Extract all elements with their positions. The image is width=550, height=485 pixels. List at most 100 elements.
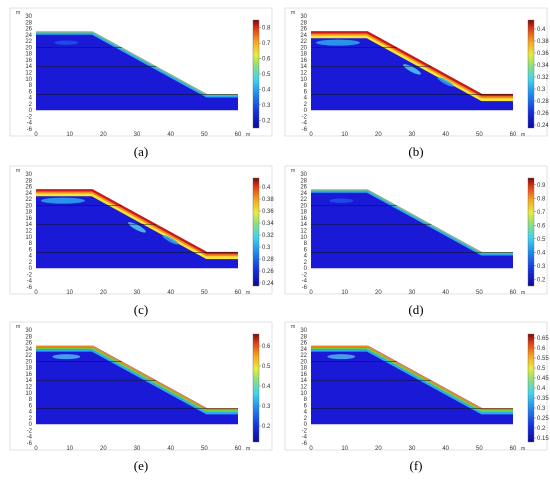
colorbar <box>252 333 260 443</box>
colorbar-tick-label: 0.4 <box>262 384 271 390</box>
slope-body <box>36 345 238 425</box>
x-tick-label: 20 <box>100 132 107 138</box>
y-tick-label: 8 <box>29 241 33 247</box>
colorbar-tick-label: 0.3 <box>262 404 271 410</box>
y-tick-label: 28 <box>25 178 32 184</box>
x-tick-label: 60 <box>510 446 517 452</box>
colorbar-tick-label: 0.5 <box>262 72 271 78</box>
y-tick-label: 20 <box>25 359 32 365</box>
y-tick-label: -2 <box>302 114 308 120</box>
colorbar-tick-label: 0.8 <box>537 196 546 202</box>
x-tick-label: 60 <box>235 132 242 138</box>
y-tick-label: 12 <box>300 385 307 391</box>
y-tick-label: 0 <box>304 108 308 114</box>
x-tick-label: 50 <box>476 290 483 296</box>
y-tick-label: 6 <box>304 247 308 253</box>
x-tick-label: 10 <box>66 290 73 296</box>
x-tick-label: 20 <box>375 446 382 452</box>
panel-caption: (d) <box>408 302 423 317</box>
y-tick-label: 6 <box>29 403 33 409</box>
colorbar-tick-label: 0.3 <box>262 245 271 251</box>
y-tick-label: -2 <box>27 428 33 434</box>
interior-patch <box>162 235 179 245</box>
y-tick-label: 6 <box>29 89 33 95</box>
y-tick-label: 16 <box>300 372 307 378</box>
y-tick-label: -4 <box>302 121 308 127</box>
y-tick-label: 20 <box>25 203 32 209</box>
colorbar-tick-label: 0.25 <box>537 416 549 422</box>
y-tick-label: 20 <box>300 203 307 209</box>
y-tick-label: -2 <box>302 272 308 278</box>
panel-caption: (f) <box>410 458 423 473</box>
colorbar-tick-label: 0.38 <box>537 39 549 45</box>
y-tick-label: 18 <box>25 52 32 58</box>
y-tick-label: 4 <box>29 96 33 102</box>
y-tick-label: 12 <box>300 71 307 77</box>
surface-band-red <box>311 31 513 97</box>
surface-band-green <box>36 347 238 412</box>
x-tick-label: 0 <box>34 290 38 296</box>
colorbar-tick-label: 0.28 <box>537 99 549 105</box>
y-tick-label: 10 <box>300 77 307 83</box>
panel-caption: (c) <box>134 302 148 317</box>
colorbar-tick-label: 0.4 <box>262 87 271 93</box>
colorbar-tick-label: 0.2 <box>537 277 546 283</box>
slope-body <box>311 189 513 269</box>
y-tick-label: 16 <box>25 216 32 222</box>
x-tick-label: 30 <box>409 446 416 452</box>
colorbar-tick-label: 0.4 <box>537 386 546 392</box>
colorbar-tick-label: 0.5 <box>262 364 271 370</box>
colorbar-tick-label: 0.36 <box>262 209 274 215</box>
colorbar-tick-label: 0.5 <box>537 237 546 243</box>
y-tick-label: -6 <box>27 127 33 133</box>
y-tick-label: -2 <box>302 428 308 434</box>
x-unit-label: m <box>521 132 525 138</box>
colorbar-tick-label: 0.15 <box>537 436 549 442</box>
slope-body <box>36 31 238 111</box>
y-tick-label: 28 <box>25 334 32 340</box>
colorbar-tick-label: 0.4 <box>537 27 546 33</box>
surface-band-blue <box>36 32 238 98</box>
x-tick-label: 50 <box>201 132 208 138</box>
surface-band-orange <box>311 345 513 410</box>
colorbar-tick-label: 0.2 <box>262 118 271 124</box>
y-tick-label: 22 <box>25 39 32 45</box>
surface-band-orange <box>36 345 238 410</box>
y-tick-label: 14 <box>300 64 307 70</box>
y-tick-label: -4 <box>27 279 33 285</box>
y-tick-label: 22 <box>25 197 32 203</box>
y-tick-label: 4 <box>29 254 33 260</box>
colorbar-tick-label: 0.6 <box>262 57 271 63</box>
y-tick-label: 24 <box>300 33 307 39</box>
surface-band-orange <box>36 190 238 257</box>
y-unit-label: m <box>16 324 20 330</box>
x-tick-label: 0 <box>34 132 38 138</box>
surface-band-orange <box>311 32 513 99</box>
y-tick-label: -6 <box>302 285 308 291</box>
y-tick-label: 10 <box>25 391 32 397</box>
x-tick-label: 30 <box>134 290 141 296</box>
y-tick-label: 0 <box>29 108 33 114</box>
y-tick-label: 10 <box>25 77 32 83</box>
y-tick-label: 10 <box>300 235 307 241</box>
y-tick-label: 22 <box>300 353 307 359</box>
colorbar <box>252 177 260 287</box>
panel-caption: (e) <box>134 458 148 473</box>
y-tick-label: 0 <box>304 266 308 272</box>
x-tick-label: 40 <box>167 132 174 138</box>
y-tick-label: 16 <box>25 372 32 378</box>
interior-patch <box>327 354 356 360</box>
y-tick-label: 0 <box>29 266 33 272</box>
x-unit-label: m <box>246 446 250 452</box>
colorbar-tick-label: 0.9 <box>537 183 546 189</box>
x-tick-label: 60 <box>510 290 517 296</box>
colorbar-tick-label: 0.28 <box>262 257 274 263</box>
y-tick-label: -6 <box>302 441 308 447</box>
